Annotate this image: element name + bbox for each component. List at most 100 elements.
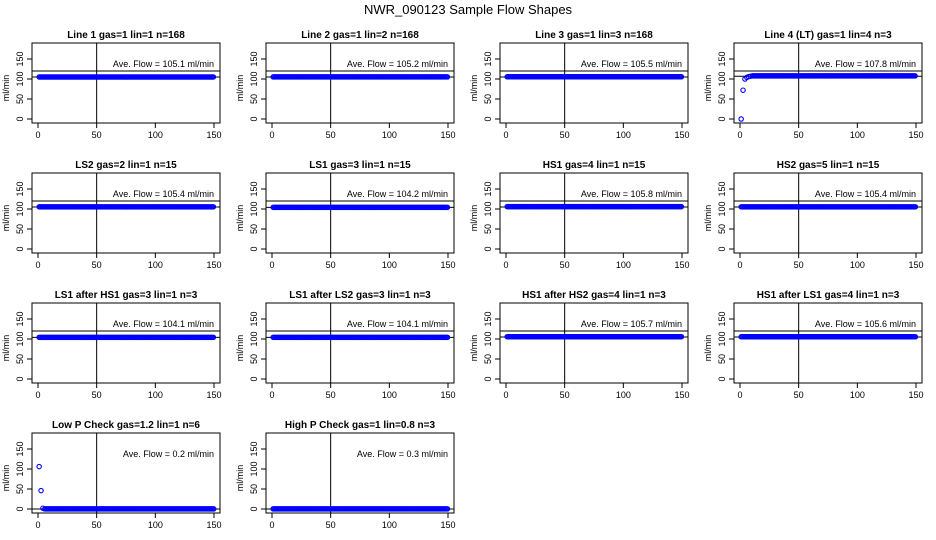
panel-4: Line 4 (LT) gas=1 lin=4 n=3 ml/min 0 50 100 1…: [703, 30, 924, 140]
plot-frame: [499, 302, 689, 384]
x-tick-label: 150: [440, 130, 455, 140]
x-tick-label: 50: [794, 260, 804, 270]
y-tick-label: 100: [15, 331, 25, 346]
panel-title: LS1 after HS1 gas=3 lin=1 n=3: [55, 290, 198, 301]
data-points: [270, 334, 451, 341]
y-axis-label: ml/min: [1, 75, 11, 102]
x-tick-label: 0: [269, 130, 274, 140]
y-tick-label: 50: [717, 94, 727, 104]
y-axis-label: ml/min: [1, 335, 11, 362]
y-axis-label: ml/min: [469, 335, 479, 362]
x-tick-label: 50: [560, 390, 570, 400]
x-tick-label: 150: [206, 390, 221, 400]
x-tick-label: 50: [326, 390, 336, 400]
x-tick-label: 0: [737, 130, 742, 140]
y-axis-label: ml/min: [1, 465, 11, 492]
plot-frame: [31, 42, 221, 124]
plot-frame: [265, 42, 455, 124]
x-tick-label: 100: [382, 390, 397, 400]
average-flow-annotation: Ave. Flow = 105.1 ml/min: [113, 59, 214, 69]
y-tick-label: 100: [249, 331, 259, 346]
y-tick-label: 50: [249, 484, 259, 494]
x-tick-label: 100: [616, 260, 631, 270]
average-flow-annotation: Ave. Flow = 105.4 ml/min: [815, 189, 916, 199]
x-tick-label: 0: [35, 130, 40, 140]
data-points: [504, 74, 685, 80]
data-points: [504, 333, 685, 340]
x-tick-label: 50: [326, 520, 336, 530]
data-point: [678, 203, 685, 210]
data-point: [678, 74, 685, 80]
data-points: [738, 334, 919, 340]
average-flow-annotation: Ave. Flow = 107.8 ml/min: [815, 59, 916, 69]
data-points: [738, 73, 918, 122]
y-tick-label: 0: [717, 376, 727, 381]
y-tick-label: 100: [483, 331, 493, 346]
x-tick-label: 0: [503, 130, 508, 140]
panel-title: Line 1 gas=1 lin=1 n=168: [67, 30, 185, 41]
y-axis-label: ml/min: [235, 75, 245, 102]
plot-frame: [733, 172, 923, 254]
y-tick-label: 100: [15, 71, 25, 86]
y-tick-label: 50: [483, 224, 493, 234]
panel-title: HS1 after HS2 gas=4 lin=1 n=3: [522, 290, 666, 301]
plot-frame: [265, 432, 455, 514]
panel-title: HS1 gas=4 lin=1 n=15: [543, 160, 646, 171]
y-tick-label: 50: [15, 354, 25, 364]
x-tick-label: 150: [908, 390, 923, 400]
x-tick-label: 100: [148, 520, 163, 530]
data-point: [444, 74, 451, 80]
x-tick-label: 100: [148, 390, 163, 400]
plot-frame: [31, 302, 221, 384]
y-tick-label: 50: [717, 354, 727, 364]
x-tick-label: 150: [674, 260, 689, 270]
x-tick-label: 150: [674, 390, 689, 400]
y-tick-label: 150: [483, 51, 493, 66]
y-tick-label: 0: [249, 116, 259, 121]
data-point: [36, 463, 42, 470]
y-tick-label: 100: [249, 461, 259, 476]
x-tick-label: 100: [616, 390, 631, 400]
plot-frame: [31, 172, 221, 254]
x-tick-label: 150: [674, 130, 689, 140]
x-tick-label: 0: [269, 260, 274, 270]
y-tick-label: 100: [483, 71, 493, 86]
panel-title: Line 4 (LT) gas=1 lin=4 n=3: [764, 30, 892, 41]
x-tick-label: 150: [908, 260, 923, 270]
y-tick-label: 100: [15, 201, 25, 216]
x-tick-label: 150: [206, 520, 221, 530]
average-flow-annotation: Ave. Flow = 104.1 ml/min: [347, 319, 448, 329]
y-tick-label: 50: [15, 484, 25, 494]
x-tick-label: 50: [560, 130, 570, 140]
y-tick-label: 0: [483, 116, 493, 121]
plot-frame: [733, 302, 923, 384]
x-tick-label: 100: [850, 260, 865, 270]
y-tick-label: 150: [249, 311, 259, 326]
data-point: [444, 204, 451, 211]
data-point: [210, 74, 217, 80]
average-flow-annotation: Ave. Flow = 105.8 ml/min: [581, 189, 682, 199]
data-point: [211, 506, 217, 512]
x-tick-label: 0: [503, 260, 508, 270]
data-point: [210, 334, 217, 341]
x-tick-label: 150: [206, 260, 221, 270]
x-tick-label: 150: [440, 520, 455, 530]
y-axis-label: ml/min: [235, 205, 245, 232]
panel-12: HS1 after LS1 gas=4 lin=1 n=3 ml/min 0 50 10…: [703, 290, 924, 400]
data-point: [740, 87, 746, 93]
y-tick-label: 150: [15, 51, 25, 66]
average-flow-annotation: Ave. Flow = 104.2 ml/min: [347, 189, 448, 199]
y-tick-label: 0: [15, 246, 25, 251]
data-points: [270, 74, 451, 80]
data-points: [36, 334, 217, 341]
panel-13: Low P Check gas=1.2 lin=1 n=6 ml/min 0 50 10…: [1, 420, 222, 530]
y-tick-label: 100: [15, 461, 25, 476]
panels-container: Line 1 gas=1 lin=1 n=168 ml/min 0 50 100 150 0…: [1, 30, 924, 530]
y-axis-label: ml/min: [1, 205, 11, 232]
panel-7: HS1 gas=4 lin=1 n=15 ml/min 0 50 100 150 0 50 10…: [469, 160, 690, 270]
x-tick-label: 100: [148, 260, 163, 270]
x-tick-label: 50: [560, 260, 570, 270]
x-tick-label: 0: [503, 390, 508, 400]
y-axis-label: ml/min: [235, 335, 245, 362]
plot-frame: [265, 302, 455, 384]
